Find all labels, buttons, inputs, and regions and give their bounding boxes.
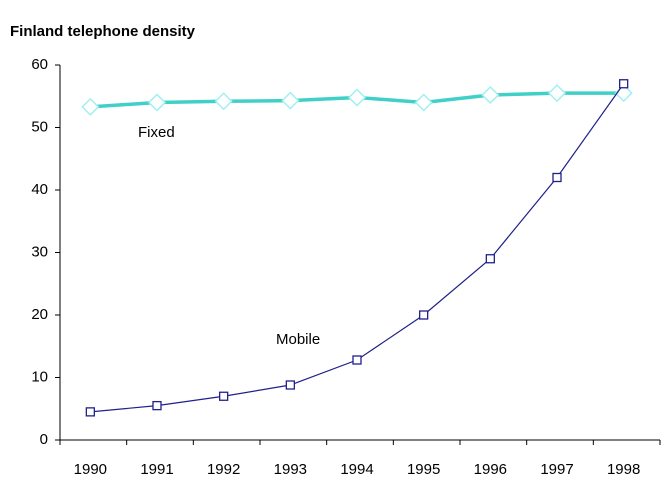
series-label: Fixed bbox=[138, 124, 175, 141]
x-tick-label: 1990 bbox=[74, 461, 107, 478]
marker bbox=[85, 407, 95, 417]
marker bbox=[352, 355, 362, 365]
x-tick-label: 1992 bbox=[207, 461, 240, 478]
marker bbox=[281, 91, 300, 110]
y-tick-label: 0 bbox=[40, 431, 48, 448]
marker bbox=[147, 93, 167, 112]
marker bbox=[485, 254, 495, 264]
marker bbox=[419, 310, 429, 320]
y-tick-label: 50 bbox=[31, 118, 48, 135]
y-tick-label: 10 bbox=[31, 368, 48, 385]
y-tick-label: 30 bbox=[31, 243, 48, 260]
y-tick-label: 40 bbox=[31, 181, 48, 198]
x-tick-label: 1998 bbox=[607, 461, 640, 478]
y-tick-label: 20 bbox=[31, 306, 48, 323]
chart-title: Finland telephone density bbox=[10, 23, 196, 40]
x-tick-label: 1996 bbox=[474, 461, 507, 478]
marker bbox=[214, 92, 233, 111]
series-label: Mobile bbox=[276, 331, 320, 348]
x-tick-label: 1991 bbox=[140, 461, 173, 478]
marker bbox=[81, 97, 100, 116]
marker bbox=[152, 400, 162, 411]
marker bbox=[414, 93, 433, 112]
marker bbox=[547, 84, 567, 103]
x-tick-label: 1993 bbox=[274, 461, 307, 478]
marker bbox=[347, 88, 367, 107]
x-tick-label: 1994 bbox=[340, 461, 373, 478]
x-tick-label: 1995 bbox=[407, 461, 440, 478]
marker bbox=[619, 79, 629, 89]
x-tick-label: 1997 bbox=[540, 461, 573, 478]
marker bbox=[481, 85, 500, 105]
marker bbox=[285, 380, 295, 390]
marker bbox=[552, 172, 562, 183]
y-tick-label: 60 bbox=[31, 56, 48, 73]
marker bbox=[219, 391, 229, 401]
